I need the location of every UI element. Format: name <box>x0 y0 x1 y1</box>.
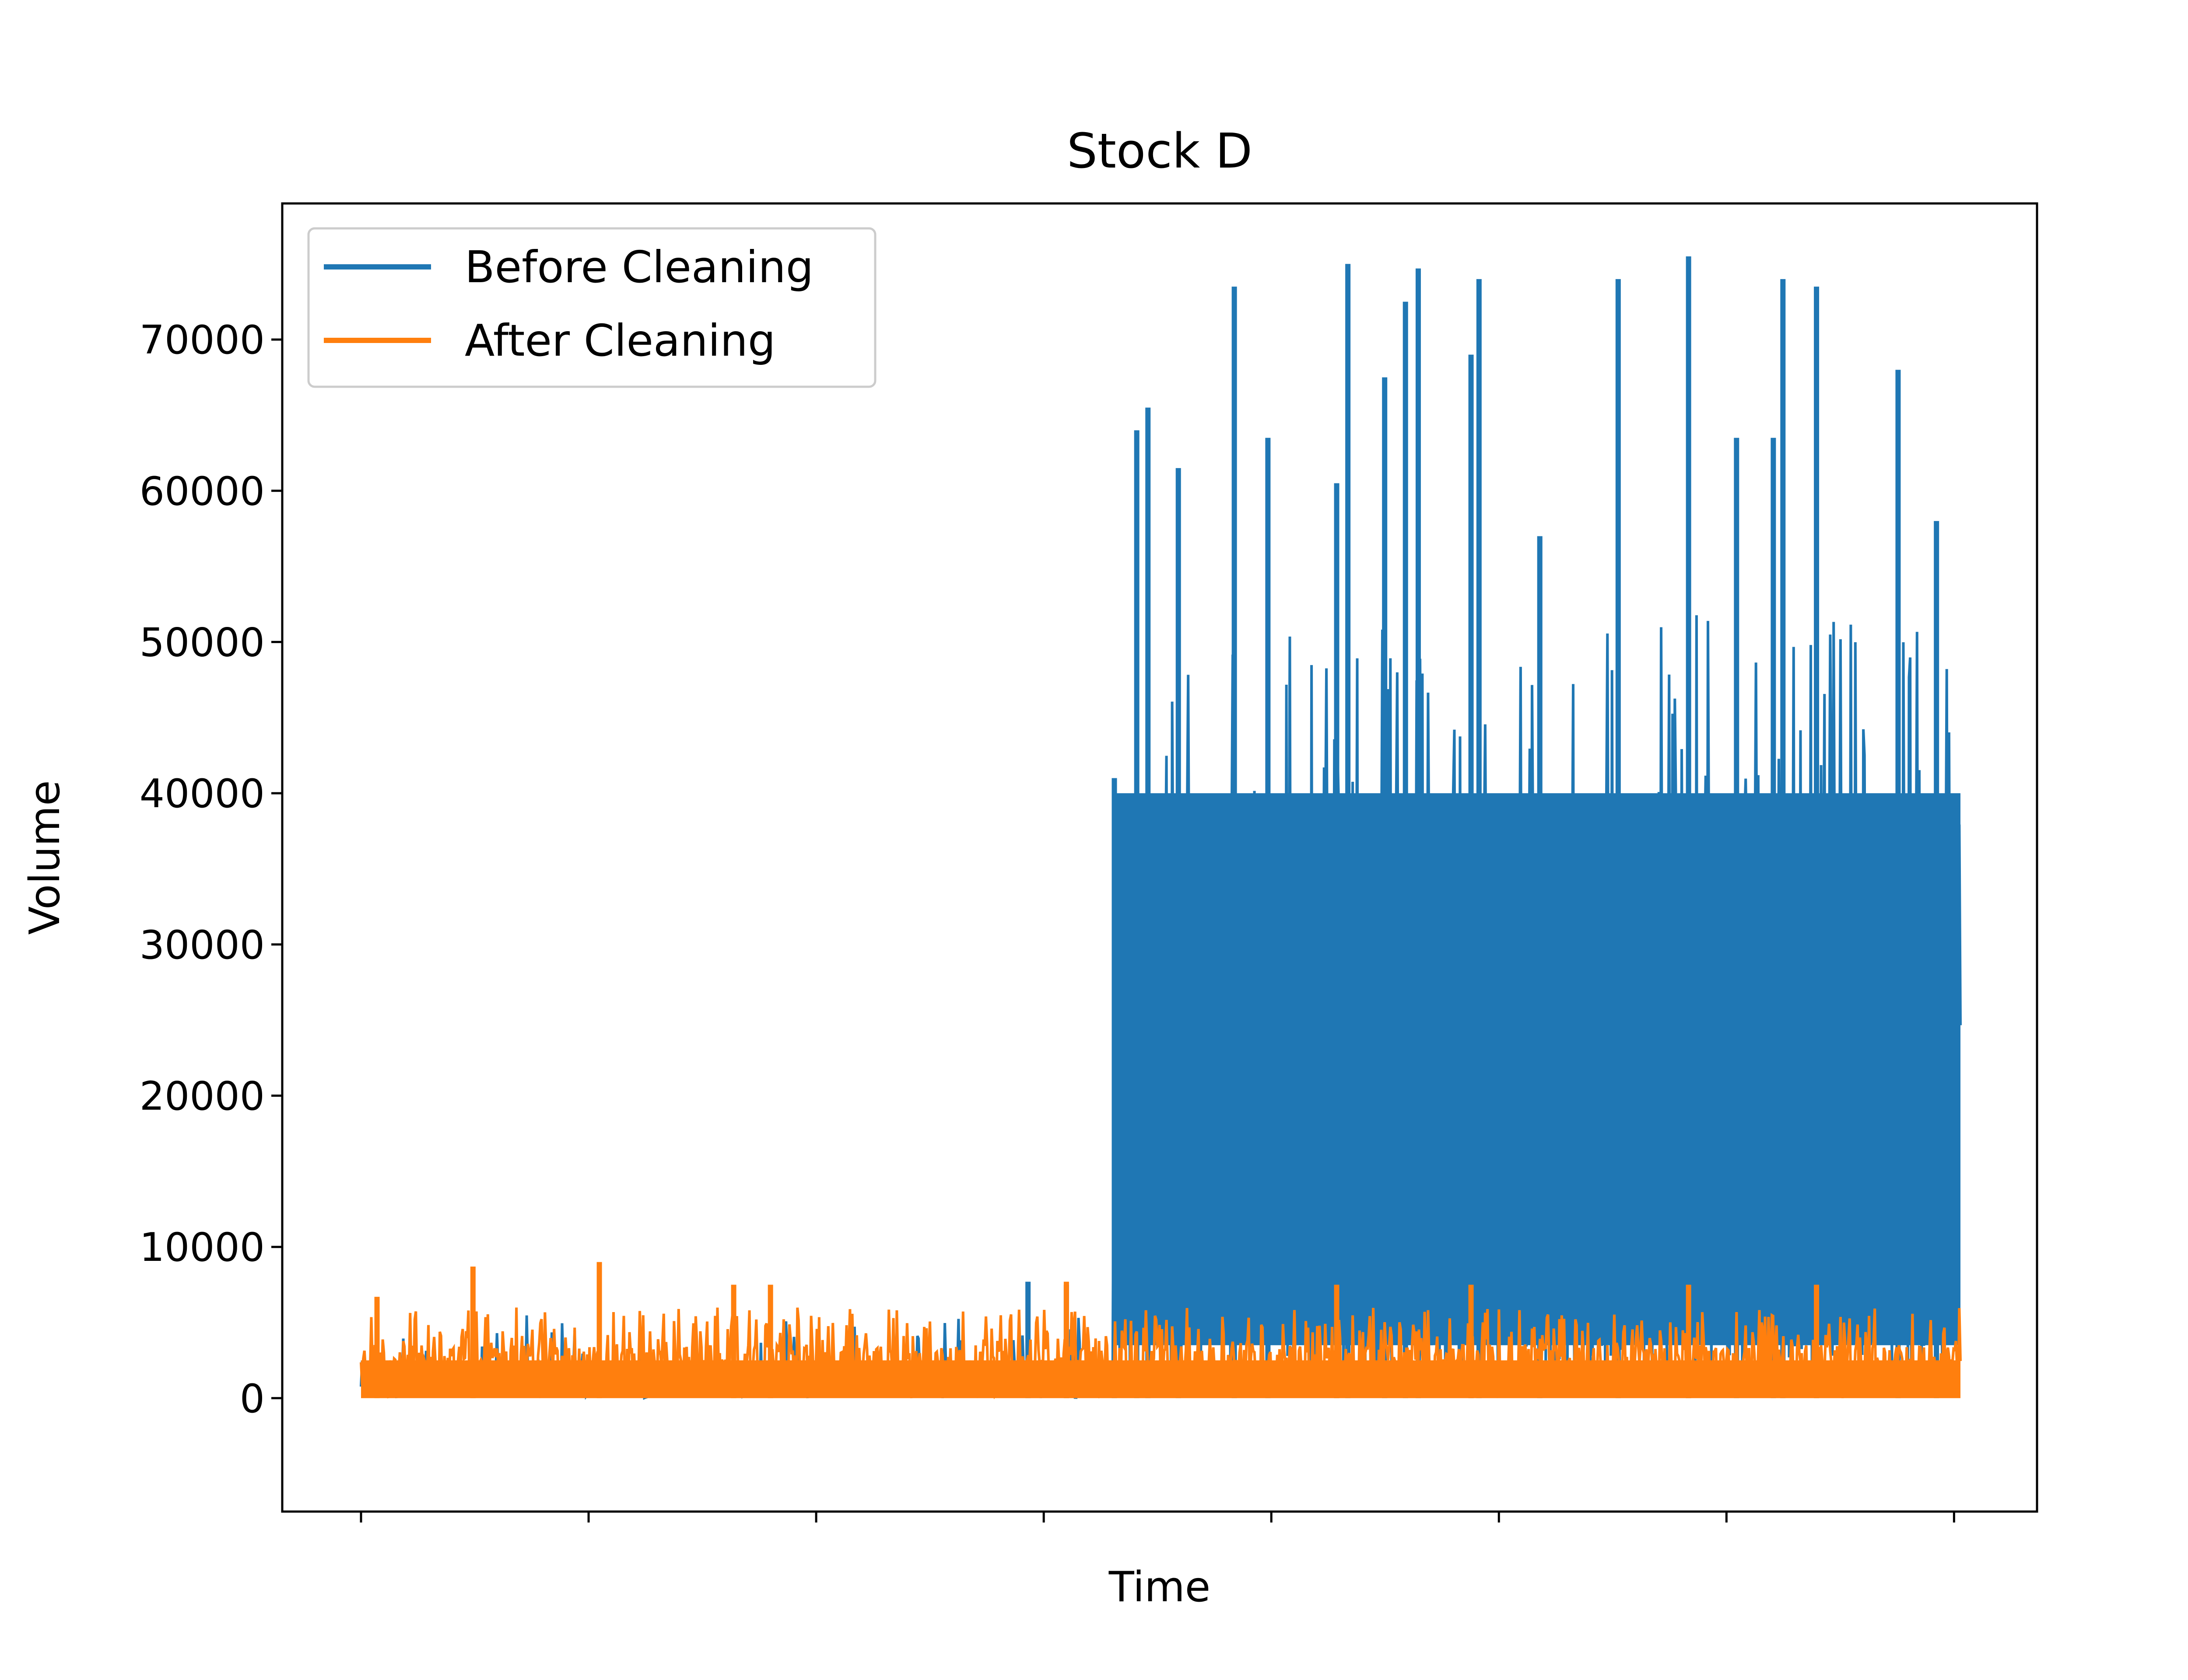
y-tick-label: 0 <box>240 1376 265 1422</box>
chart-title: Stock D <box>1067 123 1252 179</box>
x-axis <box>360 1512 1955 1522</box>
axes-frame <box>281 202 2038 1513</box>
y-axis: 0 10000 20000 30000 40000 50000 60000 70000 <box>140 317 282 1422</box>
plot-area <box>360 256 1962 1400</box>
legend-label-before-cleaning: Before Cleaning <box>465 242 813 293</box>
y-tick-label: 40000 <box>140 771 265 817</box>
series-after-cleaning <box>360 1262 1962 1400</box>
x-axis-label: Time <box>1108 1563 1211 1611</box>
y-tick-label: 60000 <box>140 469 265 514</box>
y-tick-label: 50000 <box>140 620 265 665</box>
y-tick-label: 20000 <box>140 1073 265 1119</box>
y-tick-label: 10000 <box>140 1225 265 1270</box>
y-tick-label: 70000 <box>140 317 265 363</box>
legend-label-after-cleaning: After Cleaning <box>465 315 775 366</box>
before-cleaning-dense-body <box>1112 793 1960 1345</box>
legend-box <box>307 227 877 388</box>
y-tick-label: 30000 <box>140 922 265 968</box>
legend: Before Cleaning After Cleaning <box>307 227 877 388</box>
series-before-cleaning <box>360 256 1962 1400</box>
after-cleaning-dense-body <box>361 1360 1960 1398</box>
y-axis-label: Volume <box>21 780 69 934</box>
